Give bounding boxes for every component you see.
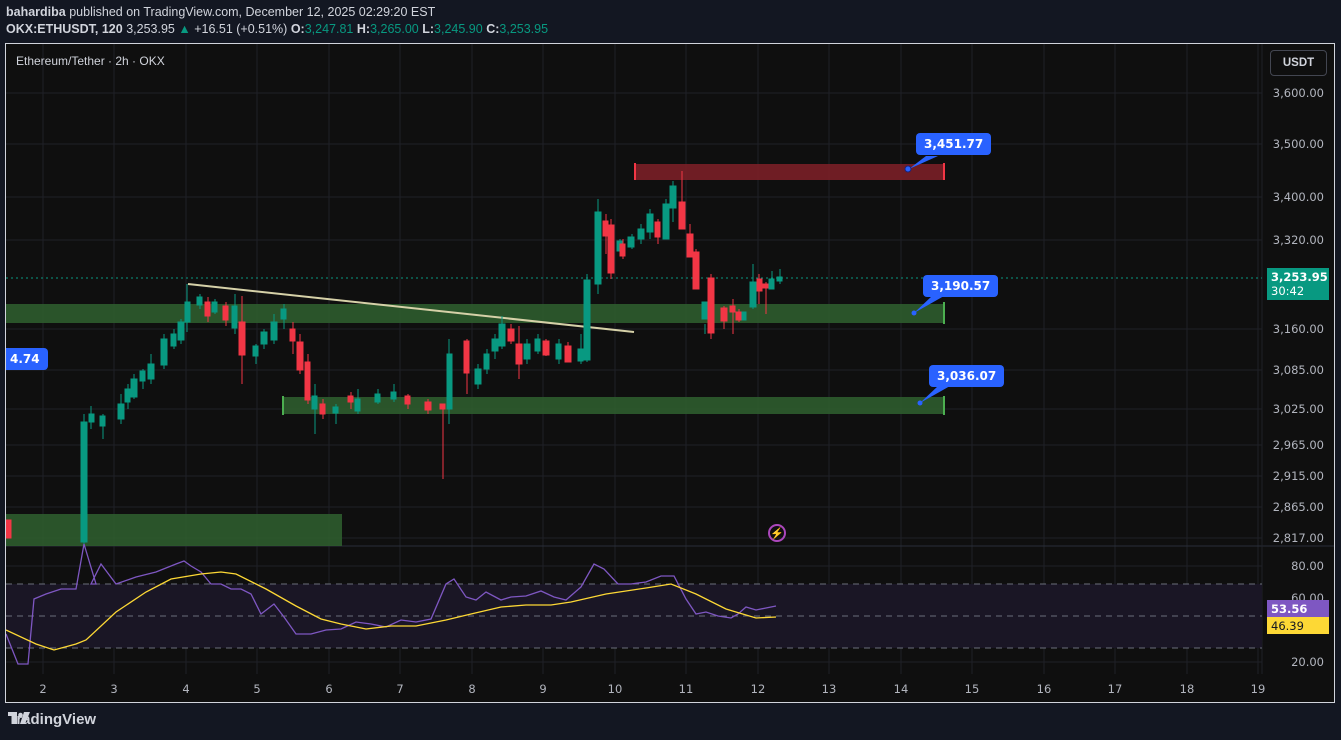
trendline: [187, 283, 635, 333]
x-tick: 11: [678, 682, 694, 696]
lightning-icon[interactable]: ⚡: [768, 524, 786, 542]
support-zone-upper: [6, 304, 944, 323]
resistance-zone: [634, 164, 944, 180]
x-tick: 14: [893, 682, 909, 696]
x-tick: 16: [1036, 682, 1052, 696]
x-tick: 6: [325, 682, 333, 696]
x-tick: 5: [253, 682, 261, 696]
grid: [6, 44, 1262, 674]
y-tick: 3,400.00: [1272, 190, 1324, 204]
y-tick: 2,965.00: [1272, 438, 1324, 452]
high-value: 3,265.00: [370, 22, 419, 36]
rsi-value-tag: 53.56: [1267, 600, 1329, 617]
symbol-info-bar: OKX:ETHUSDT, 120 3,253.95 ▲ +16.51 (+0.5…: [6, 22, 548, 36]
rsi-ma-tag: 46.39: [1267, 617, 1329, 634]
price-callout-support-upper[interactable]: 3,190.57: [923, 275, 999, 297]
x-tick: 13: [821, 682, 837, 696]
y-tick: 3,320.00: [1272, 233, 1324, 247]
price-callout-resistance[interactable]: 3,451.77: [916, 133, 992, 155]
x-tick: 9: [539, 682, 547, 696]
open-label: O:: [290, 22, 305, 36]
price-callout-offscreen[interactable]: 4.74: [6, 348, 48, 370]
close-label: C:: [486, 22, 500, 36]
y-tick: 2,817.00: [1272, 531, 1324, 545]
low-value: 3,245.90: [434, 22, 483, 36]
y-tick: 2,865.00: [1272, 500, 1324, 514]
x-tick: 2: [39, 682, 47, 696]
x-tick: 17: [1107, 682, 1123, 696]
current-price-tag: 3,253.95 30:42: [1267, 268, 1329, 300]
x-tick: 8: [468, 682, 476, 696]
published-text: published on TradingView.com, December 1…: [69, 5, 436, 19]
brand-name: TradingView: [8, 711, 97, 728]
tradingview-logo[interactable]: TradingView: [8, 711, 96, 728]
candlesticks: [6, 171, 783, 544]
y-tick: 2,915.00: [1272, 469, 1324, 483]
currency-button[interactable]: USDT: [1270, 50, 1327, 76]
publish-info: bahardiba published on TradingView.com, …: [6, 5, 435, 19]
x-tick: 7: [396, 682, 404, 696]
rsi-ma-line: [6, 571, 777, 651]
x-tick: 18: [1179, 682, 1195, 696]
y-tick: 3,160.00: [1272, 322, 1324, 336]
open-value: 3,247.81: [304, 22, 354, 36]
x-tick: 12: [750, 682, 766, 696]
rsi-y-tick: 20.00: [1291, 655, 1324, 669]
x-tick: 4: [182, 682, 190, 696]
x-tick: 19: [1250, 682, 1266, 696]
current-price-value: 3,253.95: [1271, 270, 1328, 284]
rsi-y-tick: 80.00: [1291, 559, 1324, 573]
x-tick: 15: [964, 682, 980, 696]
support-zone-bottom: [6, 514, 342, 546]
x-tick: 3: [110, 682, 118, 696]
up-arrow-icon: ▲: [178, 22, 191, 36]
tradingview-logo-icon: [8, 712, 30, 724]
y-tick: 3,500.00: [1272, 137, 1324, 151]
chart-frame[interactable]: Ethereum/Tether · 2h · OKX USDT 3,600.00…: [5, 43, 1335, 703]
author-name[interactable]: bahardiba: [6, 5, 66, 19]
y-tick: 3,600.00: [1272, 86, 1324, 100]
last-price: 3,253.95: [126, 22, 175, 36]
y-tick: 3,085.00: [1272, 363, 1324, 377]
x-tick: 10: [607, 682, 623, 696]
chart-legend[interactable]: Ethereum/Tether · 2h · OKX: [16, 54, 165, 68]
y-tick: 3,025.00: [1272, 402, 1324, 416]
low-label: L:: [422, 22, 435, 36]
chart-canvas[interactable]: [6, 44, 1335, 703]
close-value: 3,253.95: [499, 22, 549, 36]
bar-countdown: 30:42: [1271, 284, 1305, 298]
price-change: +16.51 (+0.51%): [194, 22, 288, 36]
high-label: H:: [356, 22, 371, 36]
symbol-label: OKX:ETHUSDT, 120: [6, 22, 123, 36]
price-callout-support-lower[interactable]: 3,036.07: [929, 365, 1005, 387]
support-zone-lower: [282, 397, 944, 414]
